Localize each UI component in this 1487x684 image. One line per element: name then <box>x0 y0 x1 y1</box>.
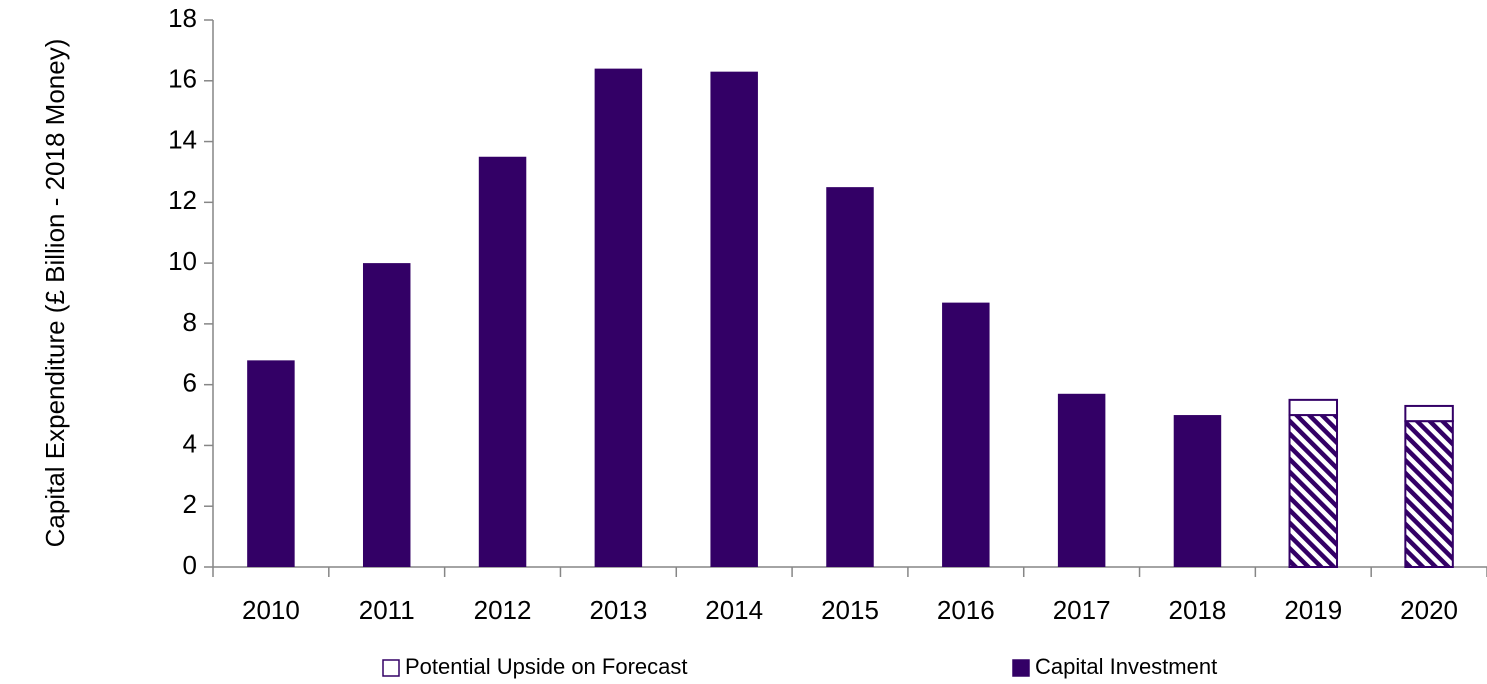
legend-swatch <box>382 659 400 677</box>
x-tick-label: 2019 <box>1284 595 1342 625</box>
x-tick-label: 2010 <box>242 595 300 625</box>
bar <box>478 156 527 567</box>
bar <box>1173 415 1222 567</box>
y-tick-label: 4 <box>183 428 197 458</box>
x-tick-label: 2017 <box>1053 595 1111 625</box>
x-tick-label: 2013 <box>589 595 647 625</box>
x-tick-label: 2018 <box>1169 595 1227 625</box>
bar <box>1288 398 1339 417</box>
bar <box>942 302 990 567</box>
legend-label: Potential Upside on Forecast <box>405 654 688 679</box>
legend-label: Capital Investment <box>1035 654 1217 679</box>
bar <box>826 187 874 567</box>
y-tick-label: 12 <box>168 185 197 215</box>
y-axis-title: Capital Expenditure (£ Billion - 2018 Mo… <box>40 38 70 548</box>
bar <box>1057 393 1106 567</box>
bar <box>247 360 295 567</box>
x-tick-label: 2012 <box>474 595 532 625</box>
bar <box>1288 414 1339 568</box>
y-tick-label: 6 <box>183 368 197 398</box>
y-tick-label: 16 <box>168 64 197 94</box>
bar <box>710 71 758 568</box>
bar <box>1404 404 1454 423</box>
y-tick-label: 18 <box>168 3 197 33</box>
legend-swatch <box>1012 659 1030 677</box>
x-tick-label: 2015 <box>821 595 879 625</box>
y-tick-label: 2 <box>183 489 197 519</box>
y-tick-label: 8 <box>183 307 197 337</box>
bar <box>1404 420 1454 568</box>
x-tick-label: 2014 <box>705 595 763 625</box>
x-tick-label: 2020 <box>1400 595 1458 625</box>
y-tick-label: 10 <box>168 246 197 276</box>
x-tick-label: 2011 <box>359 595 415 625</box>
x-tick-label: 2016 <box>937 595 995 625</box>
y-tick-label: 14 <box>168 124 197 154</box>
y-tick-label: 0 <box>183 550 197 580</box>
bar <box>594 68 643 567</box>
bar <box>362 263 411 567</box>
